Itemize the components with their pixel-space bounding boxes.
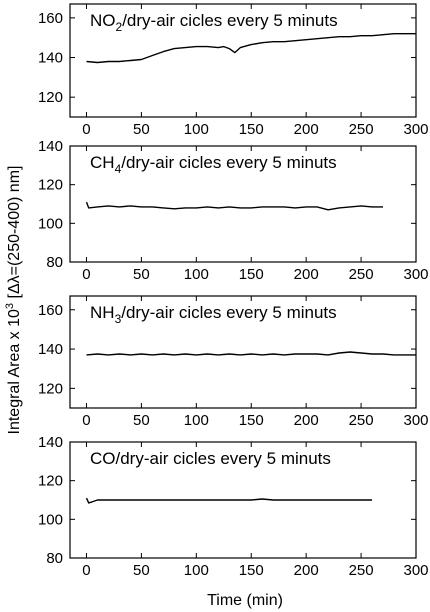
y-tick-label: 140 (38, 50, 63, 67)
panel-ch4-frame (69, 145, 417, 263)
panel-nh3-frame (69, 295, 417, 409)
x-tick-label: 200 (294, 412, 319, 429)
y-tick-label: 80 (46, 550, 63, 567)
x-tick-label: 0 (82, 266, 90, 283)
x-tick-label: 50 (133, 562, 150, 579)
panel-title-subscript: 3 (115, 312, 122, 326)
x-tick-label: 100 (184, 121, 209, 138)
x-tick-label: 300 (403, 562, 428, 579)
panel-no2-title: NO2/dry-air cicles every 5 minuts (90, 11, 338, 34)
panel-title-gas: CH (90, 153, 115, 172)
y-tick-label: 140 (38, 341, 63, 358)
x-tick-label: 300 (403, 121, 428, 138)
panel-title-gas: NH (90, 303, 115, 322)
y-axis-label-rest: [Δλ=(250-400) nm] (6, 166, 23, 303)
panel-title-rest: /dry-air cicles every 5 minuts (116, 449, 331, 468)
y-tick-label: 140 (38, 434, 63, 451)
x-tick-label: 0 (82, 121, 90, 138)
series-line-nh3 (86, 351, 416, 356)
x-tick-label: 150 (239, 412, 264, 429)
y-tick-label: 160 (38, 302, 63, 319)
panel-nh3: 0 50 100 150 200 250 300 120 140 160 NH3/dry-air c… (38, 295, 429, 429)
x-tick-label: 150 (239, 562, 264, 579)
x-tick-label: 250 (349, 562, 374, 579)
panel-title-subscript: 2 (116, 20, 123, 34)
panel-title-gas: NO (90, 11, 116, 30)
panel-title-rest: /dry-air cicles every 5 minuts (121, 153, 336, 172)
y-axis-label-main: Integral Area x 10 (6, 309, 23, 435)
x-tick-label: 50 (133, 266, 150, 283)
x-tick-label: 100 (184, 266, 209, 283)
y-axis-label: Integral Area x 103 [Δλ=(250-400) nm] (4, 166, 23, 435)
y-tick-label: 120 (38, 473, 63, 490)
panel-co-title: CO/dry-air cicles every 5 minuts (90, 449, 331, 468)
panel-co: 0 50 100 150 200 250 300 80 100 120 140 CO/dry-air … (38, 434, 429, 579)
x-axis-label: Time (min) (207, 592, 283, 609)
y-tick-label: 100 (38, 215, 63, 232)
x-tick-label: 50 (133, 121, 150, 138)
y-tick-label: 120 (38, 177, 63, 194)
x-tick-label: 250 (349, 121, 374, 138)
x-tick-label: 100 (184, 412, 209, 429)
panel-title-gas: CO (90, 449, 116, 468)
x-tick-label: 250 (349, 266, 374, 283)
x-tick-label: 250 (349, 412, 374, 429)
y-tick-label: 100 (38, 511, 63, 528)
x-tick-label: 150 (239, 121, 264, 138)
x-tick-label: 100 (184, 562, 209, 579)
panel-title-subscript: 4 (115, 162, 122, 176)
panel-title-rest: /dry-air cicles every 5 minuts (121, 303, 336, 322)
y-tick-label: 160 (38, 10, 63, 27)
x-tick-label: 200 (294, 121, 319, 138)
x-tick-label: 0 (82, 562, 90, 579)
panel-co-frame (69, 441, 417, 559)
y-axis-label-superscript: 3 (4, 303, 16, 309)
series-line-co (85, 497, 373, 504)
x-tick-label: 300 (403, 266, 428, 283)
x-tick-label: 300 (403, 412, 428, 429)
x-tick-label: 200 (294, 266, 319, 283)
panel-no2: 0 50 100 150 200 250 300 120 140 160 NO2/dry-air c… (38, 3, 429, 138)
panel-ch4-title: CH4/dry-air cicles every 5 minuts (90, 153, 337, 176)
y-tick-label: 80 (46, 254, 63, 271)
x-tick-label: 0 (82, 412, 90, 429)
y-tick-label: 140 (38, 138, 63, 155)
series-line-no2 (86, 33, 416, 64)
y-tick-label: 120 (38, 380, 63, 397)
x-tick-label: 50 (133, 412, 150, 429)
series-line-ch4 (85, 201, 383, 211)
y-tick-label: 120 (38, 89, 63, 106)
panel-no2-frame (69, 3, 417, 118)
panel-ch4: 0 50 100 150 200 250 300 80 100 120 140 CH4/dry-air… (38, 138, 429, 283)
x-tick-label: 150 (239, 266, 264, 283)
x-tick-label: 200 (294, 562, 319, 579)
panel-nh3-title: NH3/dry-air cicles every 5 minuts (90, 303, 337, 326)
panel-title-rest: /dry-air cicles every 5 minuts (122, 11, 337, 30)
